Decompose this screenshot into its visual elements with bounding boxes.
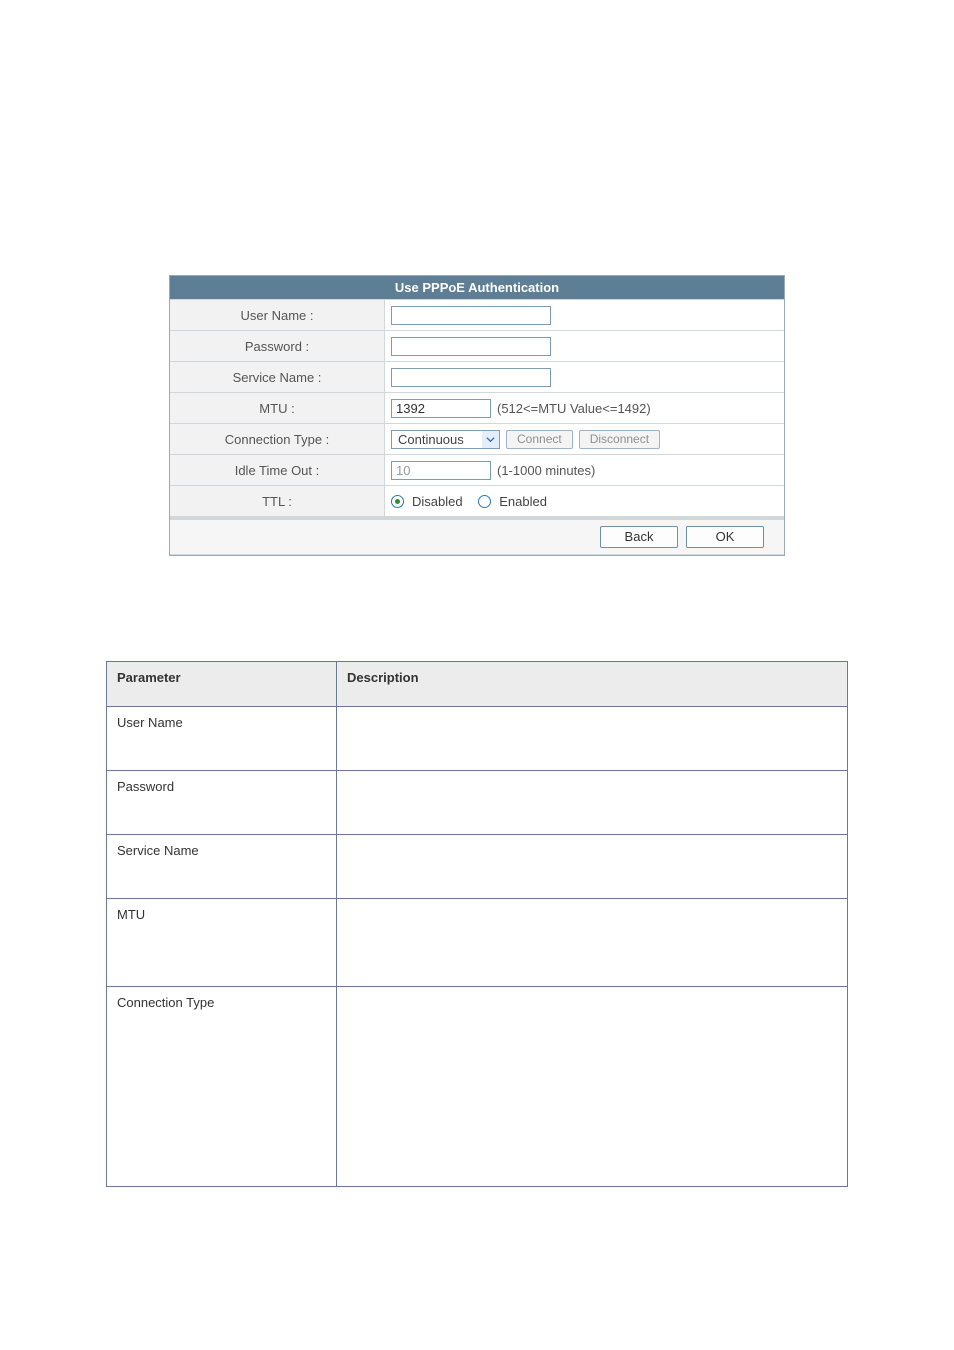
cell-parameter: Password bbox=[107, 770, 337, 834]
row-ttl: TTL : Disabled Enabled bbox=[170, 486, 784, 517]
table-row: MTU bbox=[107, 898, 847, 986]
row-username: User Name : bbox=[170, 300, 784, 331]
disconnect-button[interactable]: Disconnect bbox=[579, 430, 660, 449]
parameter-table: Parameter Description User Name Password… bbox=[106, 661, 848, 1187]
panel-title: Use PPPoE Authentication bbox=[170, 276, 784, 300]
panel-footer: Back OK bbox=[170, 517, 784, 555]
table-row: Service Name bbox=[107, 834, 847, 898]
label-mtu: MTU : bbox=[170, 393, 385, 423]
connection-type-value: Continuous bbox=[392, 432, 482, 447]
header-parameter: Parameter bbox=[107, 662, 337, 706]
password-input[interactable] bbox=[391, 337, 551, 356]
connection-type-select[interactable]: Continuous bbox=[391, 430, 500, 449]
header-description: Description bbox=[337, 662, 847, 706]
mtu-hint: (512<=MTU Value<=1492) bbox=[497, 401, 651, 416]
row-service-name: Service Name : bbox=[170, 362, 784, 393]
chevron-down-icon bbox=[482, 431, 499, 448]
label-idle-timeout: Idle Time Out : bbox=[170, 455, 385, 485]
cell-parameter: Connection Type bbox=[107, 986, 337, 1186]
row-password: Password : bbox=[170, 331, 784, 362]
cell-parameter: User Name bbox=[107, 706, 337, 770]
connect-button[interactable]: Connect bbox=[506, 430, 573, 449]
cell-parameter: Service Name bbox=[107, 834, 337, 898]
table-header-row: Parameter Description bbox=[107, 662, 847, 706]
cell-description bbox=[337, 898, 847, 986]
cell-description bbox=[337, 770, 847, 834]
service-name-input[interactable] bbox=[391, 368, 551, 387]
row-mtu: MTU : (512<=MTU Value<=1492) bbox=[170, 393, 784, 424]
table-row: Password bbox=[107, 770, 847, 834]
table-row: User Name bbox=[107, 706, 847, 770]
idle-timeout-input[interactable] bbox=[391, 461, 491, 480]
idle-timeout-hint: (1-1000 minutes) bbox=[497, 463, 595, 478]
ttl-disabled-label: Disabled bbox=[412, 494, 463, 509]
mtu-input[interactable] bbox=[391, 399, 491, 418]
row-connection-type: Connection Type : Continuous Connect Dis… bbox=[170, 424, 784, 455]
cell-description bbox=[337, 706, 847, 770]
row-idle-timeout: Idle Time Out : (1-1000 minutes) bbox=[170, 455, 784, 486]
label-password: Password : bbox=[170, 331, 385, 361]
table-row: Connection Type bbox=[107, 986, 847, 1186]
back-button[interactable]: Back bbox=[600, 526, 678, 548]
cell-description bbox=[337, 986, 847, 1186]
ttl-enabled-radio[interactable] bbox=[478, 495, 491, 508]
cell-parameter: MTU bbox=[107, 898, 337, 986]
username-input[interactable] bbox=[391, 306, 551, 325]
ttl-disabled-radio[interactable] bbox=[391, 495, 404, 508]
cell-description bbox=[337, 834, 847, 898]
pppoe-panel: Use PPPoE Authentication User Name : Pas… bbox=[169, 275, 785, 556]
ttl-enabled-label: Enabled bbox=[499, 494, 547, 509]
ok-button[interactable]: OK bbox=[686, 526, 764, 548]
label-username: User Name : bbox=[170, 300, 385, 330]
label-connection-type: Connection Type : bbox=[170, 424, 385, 454]
label-ttl: TTL : bbox=[170, 486, 385, 516]
label-service-name: Service Name : bbox=[170, 362, 385, 392]
